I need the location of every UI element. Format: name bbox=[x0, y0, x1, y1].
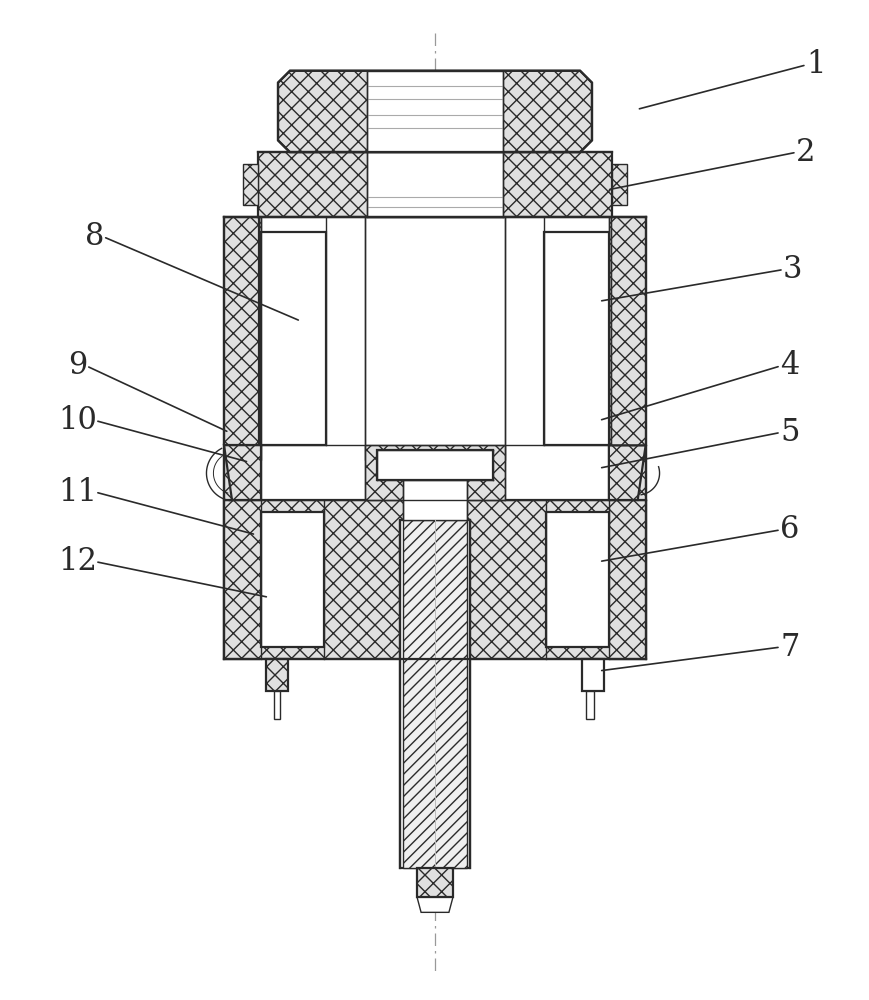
Bar bbox=[400, 520, 469, 868]
Bar bbox=[581, 659, 603, 691]
Polygon shape bbox=[416, 897, 453, 912]
Bar bbox=[402, 480, 467, 520]
Polygon shape bbox=[278, 71, 591, 152]
Text: 2: 2 bbox=[795, 137, 814, 168]
Bar bbox=[261, 512, 323, 647]
Bar bbox=[610, 217, 645, 659]
Bar bbox=[611, 164, 626, 205]
Text: 9: 9 bbox=[68, 350, 87, 381]
Text: 12: 12 bbox=[57, 546, 96, 577]
Polygon shape bbox=[608, 445, 645, 500]
Bar bbox=[259, 217, 261, 460]
Text: 8: 8 bbox=[84, 221, 103, 252]
Text: 1: 1 bbox=[805, 49, 825, 80]
Bar bbox=[367, 152, 502, 217]
Bar bbox=[259, 445, 261, 500]
Bar bbox=[224, 217, 259, 659]
Bar bbox=[608, 217, 610, 460]
Text: 3: 3 bbox=[782, 254, 801, 285]
Bar bbox=[367, 71, 502, 152]
Bar bbox=[544, 232, 608, 445]
Bar bbox=[258, 152, 611, 217]
Text: 10: 10 bbox=[58, 405, 96, 436]
Text: 7: 7 bbox=[779, 632, 799, 663]
Bar bbox=[402, 520, 467, 868]
Bar bbox=[365, 445, 504, 500]
Bar bbox=[586, 691, 594, 719]
Bar bbox=[261, 232, 325, 445]
Bar bbox=[546, 512, 608, 647]
Polygon shape bbox=[224, 445, 261, 500]
Text: 4: 4 bbox=[779, 350, 799, 381]
Bar bbox=[224, 500, 645, 659]
Text: 6: 6 bbox=[779, 514, 799, 545]
Bar bbox=[274, 691, 280, 719]
Bar bbox=[243, 164, 258, 205]
Bar bbox=[608, 445, 610, 500]
Bar bbox=[266, 659, 288, 691]
Bar bbox=[377, 450, 492, 480]
Text: 5: 5 bbox=[779, 417, 799, 448]
Bar bbox=[416, 868, 453, 897]
Bar bbox=[365, 217, 504, 460]
Text: 11: 11 bbox=[57, 477, 96, 508]
